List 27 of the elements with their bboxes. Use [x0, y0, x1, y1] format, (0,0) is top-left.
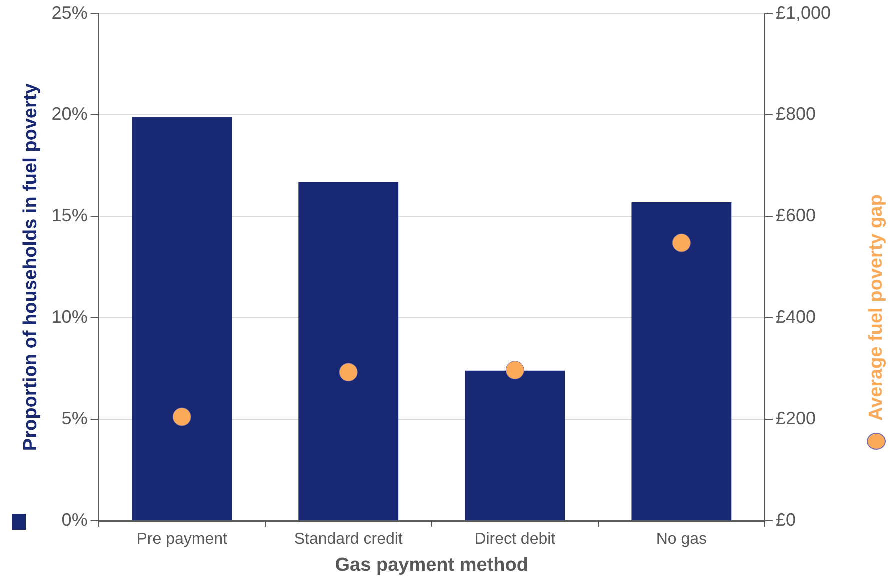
bar [465, 370, 566, 520]
bar [298, 182, 399, 520]
y-axis-title: Proportion of households in fuel poverty [20, 83, 42, 452]
x-axis-title: Gas payment method [335, 554, 528, 576]
y-tick-label: 10% [52, 307, 88, 328]
x-tick-label: Pre payment [136, 531, 228, 548]
y2-tick-label: £600 [776, 206, 816, 226]
y2-tick-label: £1,000 [776, 2, 832, 23]
y2-tick-label: £800 [776, 104, 816, 124]
y-tick-label: 15% [52, 206, 88, 226]
x-tick-label: Standard credit [294, 531, 404, 548]
y2-axis-title: Average fuel poverty gap [866, 194, 888, 421]
bar [632, 202, 732, 520]
point [506, 361, 524, 380]
bar [132, 117, 232, 520]
point [172, 408, 192, 426]
x-tick-label: No gas [656, 531, 708, 548]
y-tick-label: 25% [52, 2, 88, 23]
y2-tick-label: £400 [776, 307, 816, 328]
y-tick-label: 5% [62, 408, 88, 429]
point [339, 363, 358, 382]
y2-tick-label: £200 [776, 408, 816, 429]
y-tick-label: 0% [62, 510, 88, 530]
point [672, 234, 691, 252]
y2-tick-label: £0 [776, 510, 796, 530]
y-tick-label: 20% [52, 104, 88, 124]
x-tick-label: Direct debit [474, 531, 556, 548]
